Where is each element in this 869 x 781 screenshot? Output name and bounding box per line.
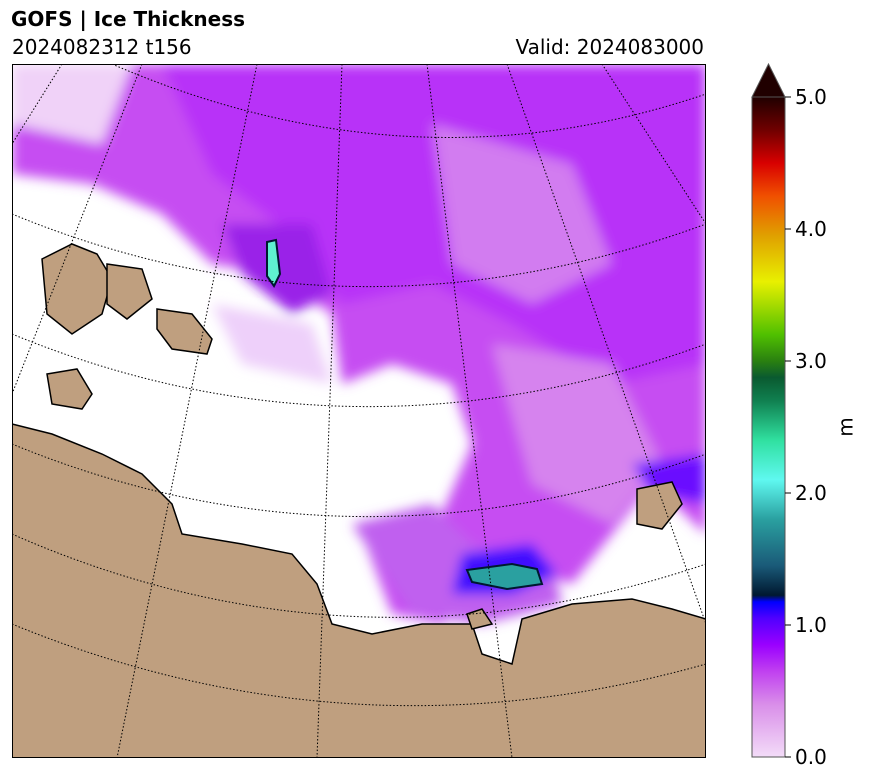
thick-ice-patch: [465, 562, 544, 591]
valid-time-label: Valid: 2024083000: [515, 35, 704, 59]
ice-field: [12, 64, 706, 624]
colorbar-tick-label: 1.0: [795, 613, 827, 637]
ice-thickness-map: [12, 64, 706, 758]
run-label: 2024082312 t156: [12, 35, 192, 59]
colorbar-tick-label: 2.0: [795, 481, 827, 505]
graticule: [12, 64, 706, 758]
colorbar-tick-label: 4.0: [795, 217, 827, 241]
thick-ice-patch: [266, 238, 282, 288]
colorbar: [751, 62, 791, 758]
colorbar-tick-label: 0.0: [795, 745, 827, 769]
colorbar-unit-label: m: [833, 417, 858, 437]
colorbar-gradient: [751, 96, 786, 758]
colorbar-tick-label: 3.0: [795, 349, 827, 373]
colorbar-extend-arrow: [751, 62, 786, 98]
plot-title: GOFS | Ice Thickness: [11, 7, 246, 31]
colorbar-tick-label: 5.0: [795, 85, 827, 109]
